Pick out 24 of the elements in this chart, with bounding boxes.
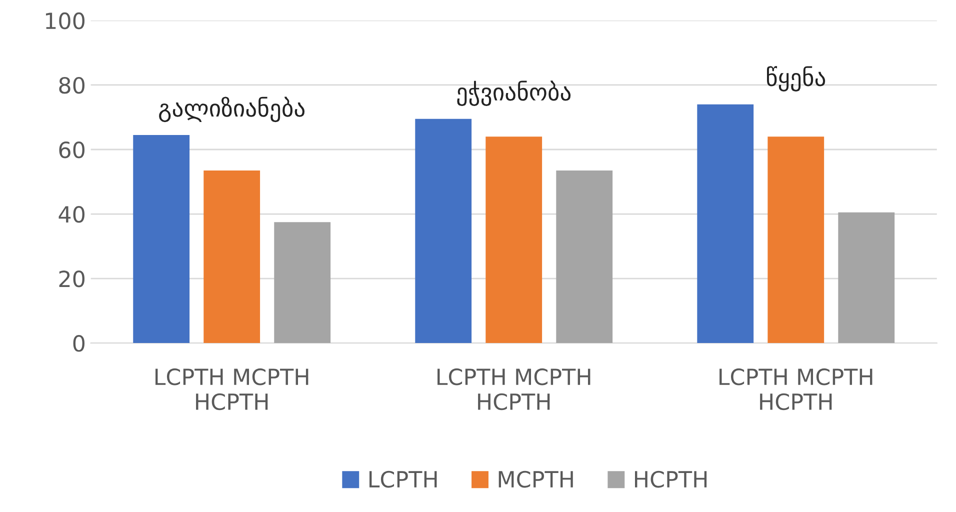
y-tick-label: 80	[59, 76, 84, 94]
bar	[768, 136, 824, 344]
bar	[133, 134, 190, 344]
x-tick-label: LCPTH MCPTH HCPTH	[438, 368, 590, 410]
bar	[486, 136, 542, 344]
bar	[556, 170, 613, 344]
legend-label: MCPTH	[498, 470, 573, 488]
legend-label: HCPTH	[635, 470, 707, 488]
y-tick-label: 60	[59, 141, 84, 158]
x-tick-label: LCPTH MCPTH HCPTH	[156, 368, 308, 410]
y-tick-label: 100	[46, 12, 84, 30]
legend-label: LCPTH	[369, 470, 437, 488]
x-tick-label: LCPTH MCPTH HCPTH	[720, 368, 872, 410]
annotation: ეჭვიანობა	[457, 80, 571, 106]
y-tick-label: 40	[58, 206, 84, 223]
bar	[274, 222, 331, 344]
bar	[415, 118, 472, 344]
bar	[204, 170, 260, 344]
annotation: წყენა	[767, 66, 826, 92]
bar	[697, 104, 754, 344]
bar	[838, 212, 895, 344]
y-tick-label: 20	[59, 270, 84, 288]
annotation: გალიზიანება	[159, 96, 304, 122]
y-tick-label: 0	[73, 334, 84, 352]
